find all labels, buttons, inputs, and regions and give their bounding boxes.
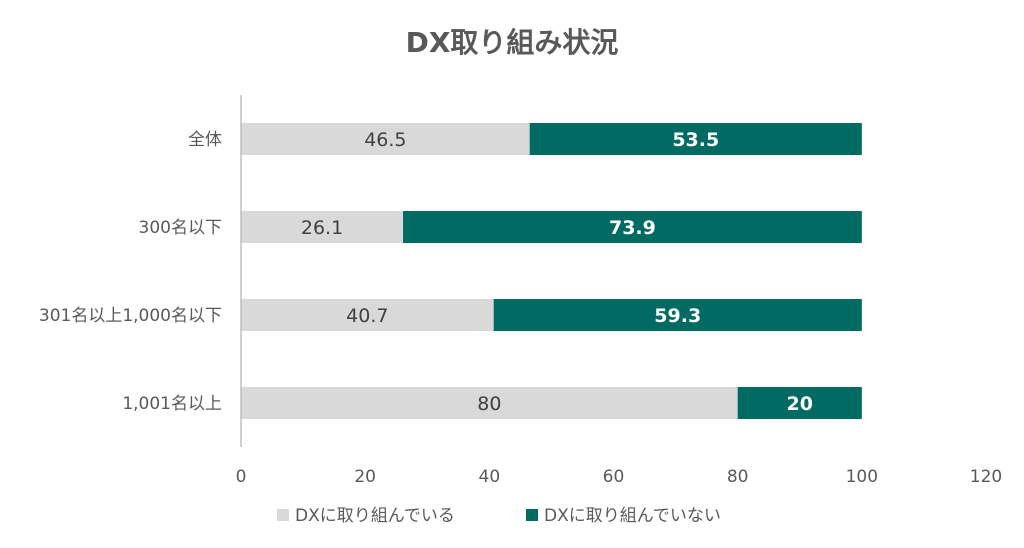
legend-swatch [277, 509, 289, 521]
legend-swatch [526, 509, 538, 521]
data-label: 20 [787, 393, 813, 415]
data-label: 46.5 [364, 129, 406, 151]
category-label: 300名以下 [139, 218, 222, 238]
x-tick-labels: 0 20 40 60 80 100 120 [236, 467, 1003, 487]
legend: DXに取り組んでいる DXに取り組んでいない [277, 506, 721, 526]
bar-not-engaged [493, 299, 862, 331]
legend-label: DXに取り組んでいない [544, 506, 721, 526]
x-tick-label: 80 [727, 467, 749, 487]
data-label: 53.5 [672, 129, 719, 151]
chart-title: DX取り組み状況 [406, 26, 619, 59]
data-label: 59.3 [654, 305, 701, 327]
bar-engaged [241, 123, 530, 155]
x-tick-label: 20 [354, 467, 376, 487]
category-labels: 全体 300名以下 301名以上1,000名以下 1,001名以上 [39, 130, 222, 414]
category-label: 1,001名以上 [122, 394, 222, 414]
x-tick-label: 40 [479, 467, 501, 487]
data-label: 80 [477, 393, 501, 415]
bar-engaged [241, 387, 738, 419]
data-label: 40.7 [346, 305, 388, 327]
category-label: 全体 [188, 130, 222, 150]
x-tick-label: 100 [846, 467, 878, 487]
bar-not-engaged [529, 123, 862, 155]
legend-label: DXに取り組んでいる [295, 506, 455, 526]
bar-not-engaged [403, 211, 862, 243]
bar-engaged [241, 299, 494, 331]
bar-not-engaged [737, 387, 862, 419]
x-tick-label: 120 [970, 467, 1002, 487]
x-tick-label: 60 [603, 467, 625, 487]
bar-engaged [241, 211, 404, 243]
bars-layer: 46.5 53.5 26.1 73.9 40.7 59.3 80 20 [241, 123, 862, 419]
data-label: 73.9 [609, 217, 656, 239]
data-label: 26.1 [301, 217, 343, 239]
x-tick-label: 0 [236, 467, 247, 487]
category-label: 301名以上1,000名以下 [39, 306, 222, 326]
